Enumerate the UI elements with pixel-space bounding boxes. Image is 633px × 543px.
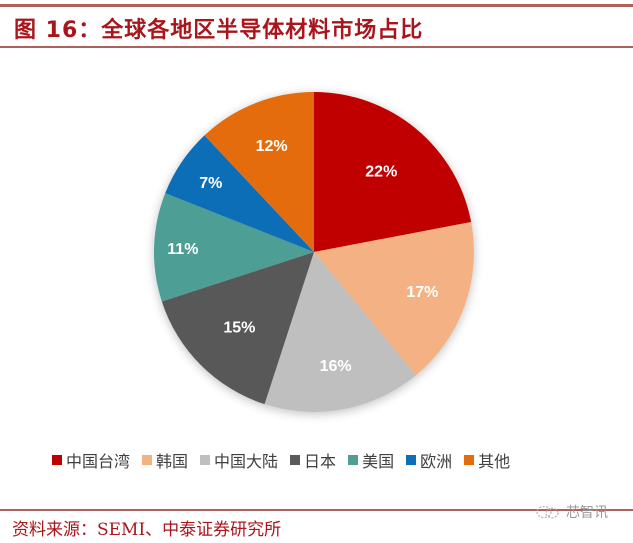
legend-swatch-icon <box>52 455 62 465</box>
slice-label: 12% <box>256 138 288 155</box>
pie-slice <box>204 92 314 252</box>
legend-swatch-icon <box>464 455 475 465</box>
pie-slice <box>161 252 314 405</box>
pie-slice <box>314 222 474 376</box>
legend-label: 其他 <box>478 452 511 471</box>
legend-label: 美国 <box>362 452 395 471</box>
watermark: 芯智讯 <box>536 502 608 522</box>
wechat-icon <box>536 505 559 519</box>
slice-label: 17% <box>406 284 438 301</box>
legend-item-europe: 欧洲 <box>406 448 452 472</box>
legend-label: 中国大陆 <box>214 452 279 471</box>
slice-label: 16% <box>320 358 352 375</box>
legend-label: 欧洲 <box>420 452 453 471</box>
footer-rule <box>0 509 633 511</box>
slice-label: 11% <box>167 241 198 258</box>
watermark-text: 芯智讯 <box>566 505 608 521</box>
slice-label: 15% <box>223 320 255 337</box>
legend-label: 中国台湾 <box>66 452 131 471</box>
legend-item-korea: 韩国 <box>142 448 188 472</box>
top-rule <box>0 4 633 7</box>
legend-label: 韩国 <box>156 452 189 471</box>
title-underline <box>0 46 633 48</box>
pie-slice <box>264 252 416 412</box>
legend-item-mainland-china: 中国大陆 <box>200 448 278 472</box>
legend-label: 日本 <box>304 452 337 471</box>
slice-label: 7% <box>199 175 222 192</box>
chart-legend: 中国台湾 韩国 中国大陆 日本 美国 欧洲 其他 <box>52 448 522 472</box>
legend-swatch-icon <box>142 455 153 465</box>
legend-swatch-icon <box>348 455 359 465</box>
legend-swatch-icon <box>406 455 417 465</box>
slice-label: 22% <box>365 164 397 181</box>
figure-title: 图 16：全球各地区半导体材料市场占比 <box>14 18 424 43</box>
pie-slice <box>314 92 472 252</box>
source-note: 资料来源：SEMI、中泰证券研究所 <box>12 520 282 540</box>
pie-slice <box>154 193 314 302</box>
legend-item-other: 其他 <box>464 448 510 472</box>
legend-item-usa: 美国 <box>348 448 394 472</box>
pie-chart: 22% 17% 16% 15% 11% 7% 12% <box>154 92 474 412</box>
legend-item-taiwan: 中国台湾 <box>52 448 130 472</box>
legend-swatch-icon <box>200 455 211 465</box>
legend-item-japan: 日本 <box>290 448 336 472</box>
pie-slice <box>165 135 314 252</box>
legend-swatch-icon <box>290 455 301 465</box>
